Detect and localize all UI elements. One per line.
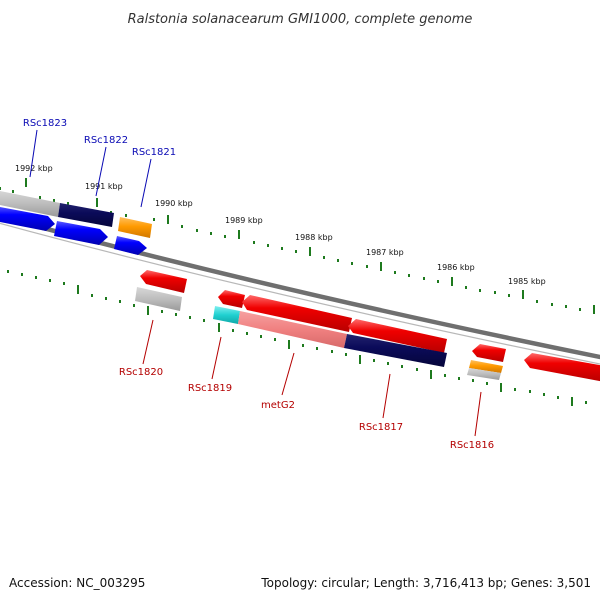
scale-labels: 1992 kbp 1991 kbp 1990 kbp 1989 kbp 1988… bbox=[15, 164, 546, 286]
feature-bar[interactable] bbox=[135, 287, 182, 311]
outer-scale-ruler bbox=[0, 178, 595, 314]
gene-arrow[interactable] bbox=[242, 295, 352, 332]
feature-bar[interactable] bbox=[344, 334, 447, 367]
scale-label: 1986 kbp bbox=[437, 263, 475, 272]
feature-bar[interactable] bbox=[213, 306, 240, 324]
accession-text: Accession: NC_003295 bbox=[9, 576, 145, 590]
gene-arrow[interactable] bbox=[140, 270, 187, 293]
scale-label: 1991 kbp bbox=[85, 182, 123, 191]
map-title: Ralstonia solanacearum GMI1000, complete… bbox=[128, 12, 473, 27]
gene-label[interactable]: RSc1823 bbox=[23, 118, 67, 129]
scale-label: 1987 kbp bbox=[366, 248, 404, 257]
gene-label[interactable]: RSc1820 bbox=[119, 367, 163, 378]
forward-gene-labels: RSc1823 RSc1822 RSc1821 bbox=[23, 118, 176, 208]
gene-arrow[interactable] bbox=[524, 353, 600, 382]
gene-arrow[interactable] bbox=[0, 206, 55, 231]
gene-label[interactable]: RSc1822 bbox=[84, 135, 128, 146]
scale-label: 1992 kbp bbox=[15, 164, 53, 173]
gene-label[interactable]: RSc1816 bbox=[450, 440, 494, 451]
gene-arrow[interactable] bbox=[472, 344, 506, 362]
gene-arrow[interactable] bbox=[218, 290, 245, 308]
gene-arrow[interactable] bbox=[114, 236, 147, 255]
feature-bar[interactable] bbox=[118, 217, 152, 238]
forward-strand-features bbox=[0, 190, 152, 255]
feature-bar[interactable] bbox=[469, 360, 503, 373]
reverse-gene-labels: RSc1820 RSc1819 metG2 RSc1817 RSc1816 bbox=[119, 319, 494, 451]
gene-label[interactable]: RSc1821 bbox=[132, 147, 176, 158]
gene-arrow[interactable] bbox=[348, 319, 447, 353]
feature-bar[interactable] bbox=[58, 203, 114, 227]
gene-arrow[interactable] bbox=[54, 221, 108, 245]
gene-label[interactable]: metG2 bbox=[261, 400, 295, 411]
scale-label: 1985 kbp bbox=[508, 277, 546, 286]
scale-label: 1990 kbp bbox=[155, 199, 193, 208]
feature-bar[interactable] bbox=[0, 190, 60, 217]
feature-bar[interactable] bbox=[238, 311, 347, 348]
scale-label: 1988 kbp bbox=[295, 233, 333, 242]
reverse-strand-features bbox=[135, 270, 600, 382]
scale-label: 1989 kbp bbox=[225, 216, 263, 225]
gene-label[interactable]: RSc1819 bbox=[188, 383, 232, 394]
feature-bar[interactable] bbox=[467, 368, 501, 380]
gene-label[interactable]: RSc1817 bbox=[359, 422, 403, 433]
inner-scale-ruler bbox=[7, 270, 587, 406]
topology-text: Topology: circular; Length: 3,716,413 bp… bbox=[260, 576, 591, 590]
